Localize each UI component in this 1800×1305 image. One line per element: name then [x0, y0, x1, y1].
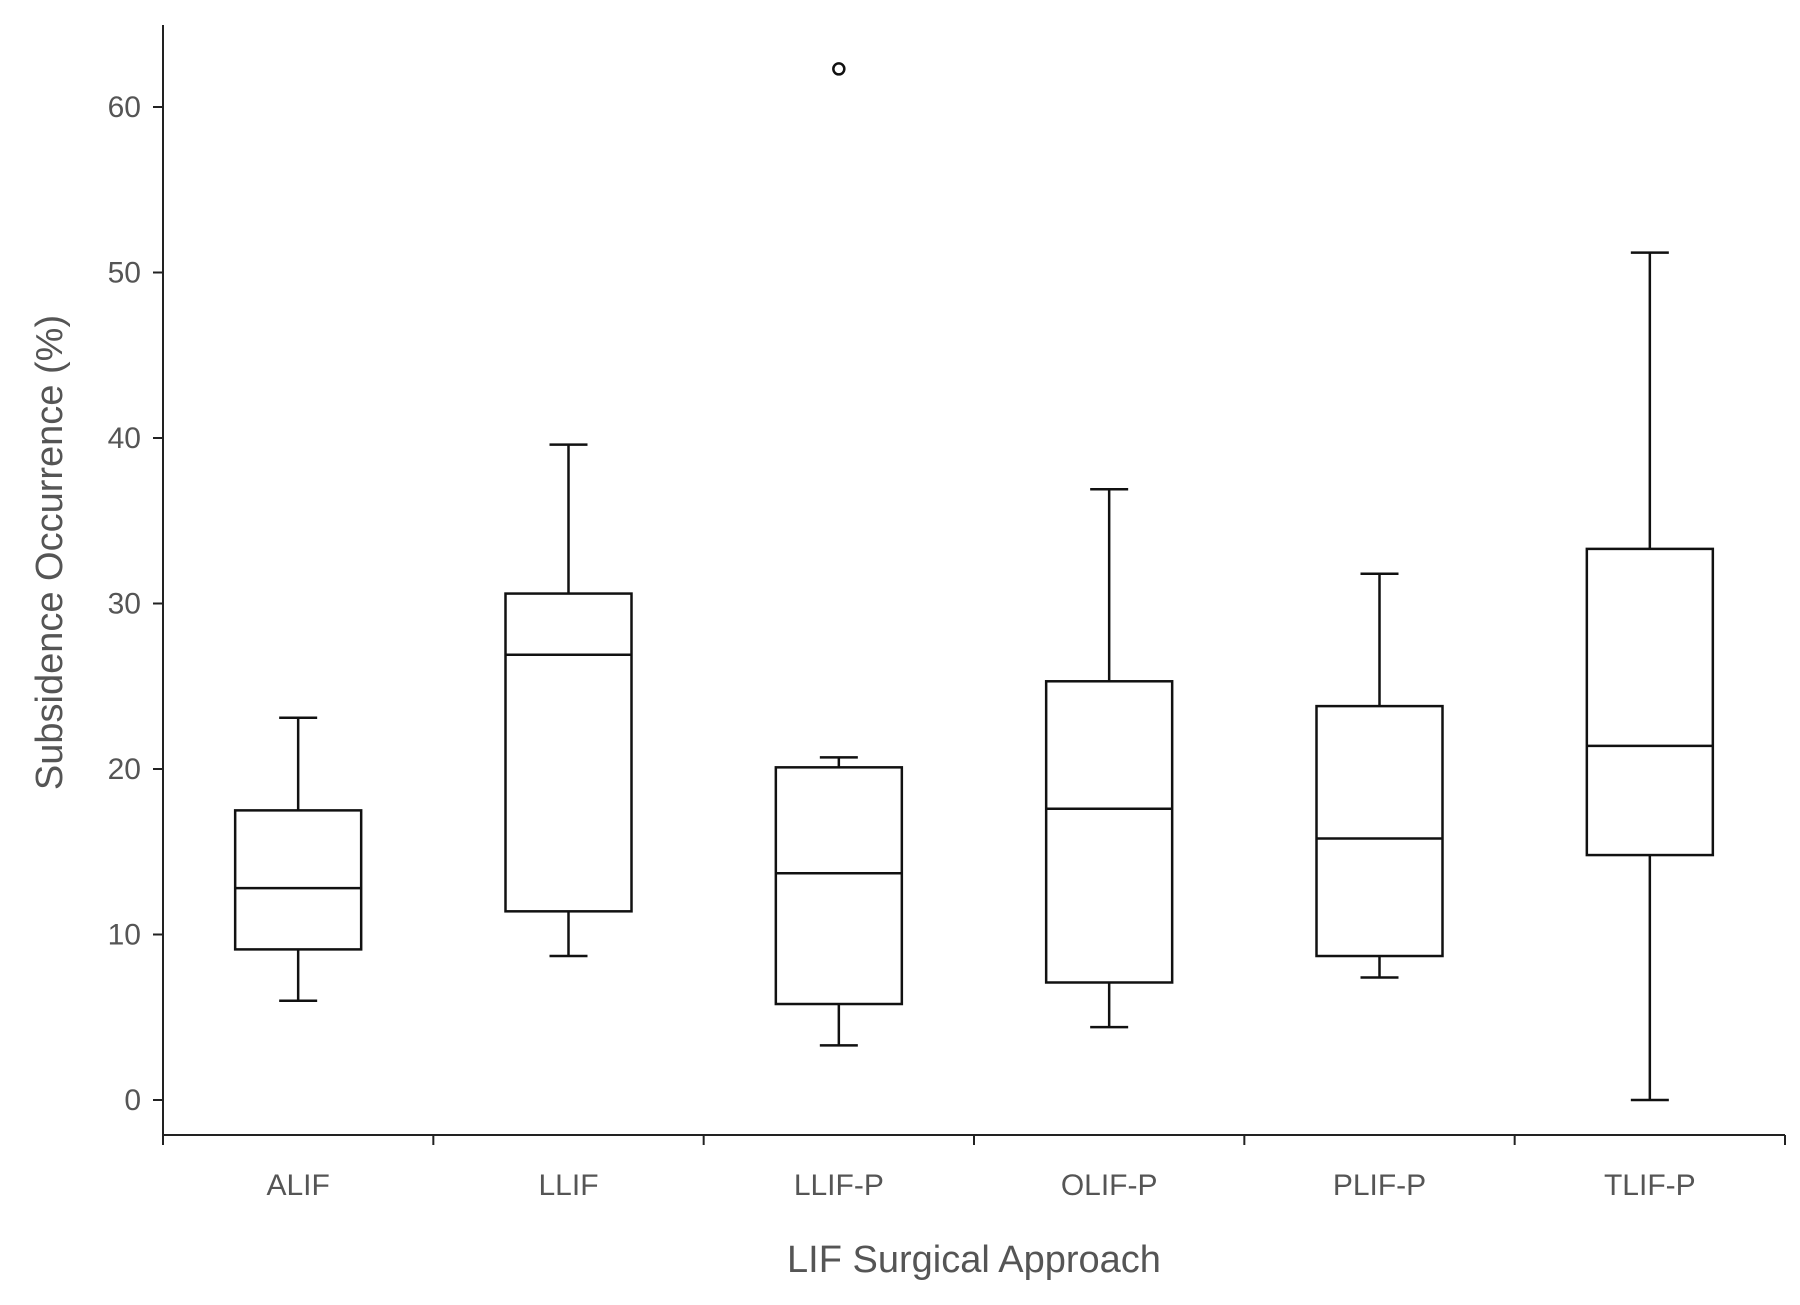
y-tick-label: 30 [108, 588, 141, 621]
iqr-box [774, 766, 904, 1006]
x-axis-title: LIF Surgical Approach [787, 1239, 1161, 1281]
x-tick-label: LLIF [538, 1169, 598, 1202]
boxes [233, 62, 1715, 1102]
box-group-llif [504, 443, 633, 958]
x-tick-label: LLIF-P [794, 1169, 884, 1202]
y-tick-label: 10 [108, 919, 141, 952]
box-group-alif [233, 716, 363, 1002]
outlier-point [832, 62, 846, 76]
labels: LIF Surgical Approach Subsidence Occurre… [29, 315, 1161, 1281]
y-tick-label: 40 [108, 422, 141, 455]
box-group-plif-p [1315, 572, 1444, 979]
axes: 0 10 20 30 40 50 60 ALIF LLIF LLIF-P OLIF-P PLIF-P T… [108, 25, 1786, 1202]
x-tick-label: TLIF-P [1604, 1169, 1696, 1202]
x-tick-label: OLIF-P [1061, 1169, 1158, 1202]
iqr-box [504, 592, 633, 913]
x-tick-label: PLIF-P [1333, 1169, 1426, 1202]
iqr-box [1585, 547, 1715, 857]
box-group-olif-p [1044, 488, 1174, 1029]
x-tick-label: ALIF [266, 1169, 329, 1202]
box-group-tlif-p [1585, 251, 1715, 1102]
y-tick-label: 20 [108, 753, 141, 786]
y-tick-label: 60 [108, 91, 141, 124]
y-axis-title: Subsidence Occurrence (%) [29, 315, 71, 790]
iqr-box [1044, 680, 1174, 984]
y-tick-label: 50 [108, 257, 141, 290]
box-group-llif-p [774, 62, 904, 1047]
y-tick-label: 0 [124, 1084, 141, 1117]
iqr-box [233, 809, 363, 951]
iqr-box [1315, 704, 1444, 958]
